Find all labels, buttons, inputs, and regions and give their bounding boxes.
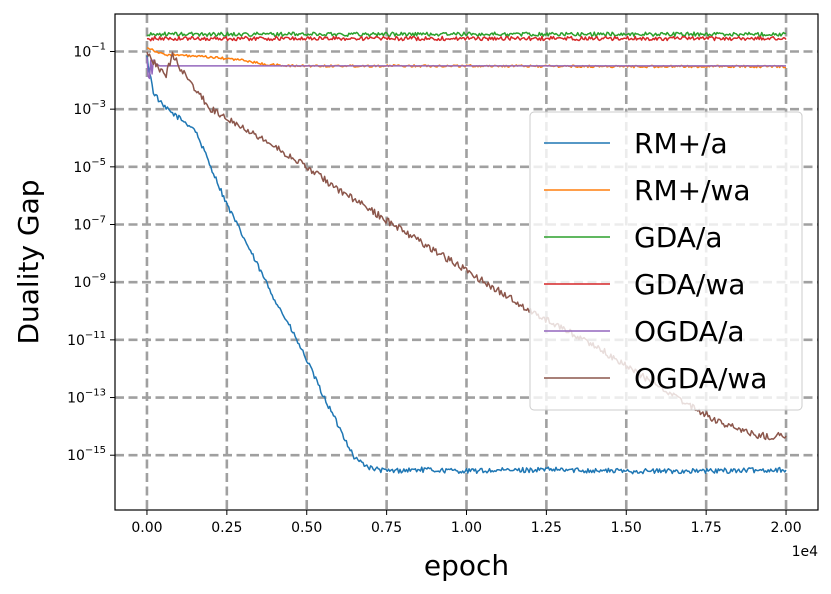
x-offset-label: 1e4 bbox=[792, 544, 819, 560]
legend-label: OGDA/wa bbox=[634, 362, 767, 395]
y-tick-label: 10−11 bbox=[67, 330, 106, 349]
y-tick-label: 10−3 bbox=[73, 99, 106, 118]
series-line-ogda-a bbox=[146, 57, 787, 80]
legend-label: RM+/a bbox=[634, 127, 728, 160]
y-tick-base: 10 bbox=[67, 448, 85, 464]
y-tick-label: 10−7 bbox=[73, 215, 106, 234]
x-tick-label: 1.25 bbox=[531, 520, 562, 536]
y-tick-base: 10 bbox=[67, 333, 85, 349]
y-tick-base: 10 bbox=[67, 391, 85, 407]
y-tick-exponent: −11 bbox=[85, 330, 106, 341]
x-tick-label: 0.50 bbox=[291, 520, 322, 536]
y-tick-label: 10−13 bbox=[67, 388, 106, 407]
y-tick-exponent: −3 bbox=[91, 99, 106, 110]
y-axis-title: Duality Gap bbox=[12, 179, 45, 344]
x-tick-label: 0.75 bbox=[371, 520, 402, 536]
legend-label: GDA/a bbox=[634, 221, 723, 254]
legend-box bbox=[529, 111, 803, 411]
series-line-rm-a bbox=[146, 55, 787, 475]
y-tick-label: 10−9 bbox=[73, 272, 106, 291]
y-tick-base: 10 bbox=[73, 44, 91, 60]
y-tick-exponent: −7 bbox=[91, 215, 106, 226]
y-tick-label: 10−5 bbox=[73, 157, 106, 176]
y-tick-base: 10 bbox=[73, 160, 91, 176]
legend-label: RM+/wa bbox=[634, 174, 751, 207]
x-tick-label: 0.25 bbox=[211, 520, 242, 536]
legend-label: GDA/wa bbox=[634, 268, 745, 301]
x-tick-label: 1.75 bbox=[691, 520, 722, 536]
series-line-gda-a bbox=[146, 31, 787, 37]
ticks-layer: 0.00 0.25 0.50 0.75 1.00 1.25 1.50 1.75 2.0010−1… bbox=[67, 41, 802, 536]
x-tick-label: 1.00 bbox=[451, 520, 482, 536]
y-tick-exponent: −9 bbox=[91, 272, 106, 283]
y-tick-exponent: −1 bbox=[91, 41, 106, 52]
y-tick-base: 10 bbox=[73, 218, 91, 234]
legend: RM+/a RM+/wa GDA/a GDA/wa OGDA/a OGDA/wa bbox=[529, 111, 803, 411]
series-line-gda-wa bbox=[146, 35, 787, 42]
legend-label: OGDA/a bbox=[634, 315, 745, 348]
y-tick-exponent: −13 bbox=[85, 388, 106, 399]
y-tick-exponent: −15 bbox=[85, 445, 106, 456]
x-tick-label: 2.00 bbox=[770, 520, 801, 536]
y-tick-base: 10 bbox=[73, 102, 91, 118]
x-axis-title: epoch bbox=[424, 549, 509, 582]
x-tick-label: 1.50 bbox=[611, 520, 642, 536]
y-tick-label: 10−1 bbox=[73, 41, 106, 60]
y-tick-base: 10 bbox=[73, 275, 91, 291]
y-tick-label: 10−15 bbox=[67, 445, 106, 464]
x-tick-label: 0.00 bbox=[131, 520, 162, 536]
y-tick-exponent: −5 bbox=[91, 157, 106, 168]
